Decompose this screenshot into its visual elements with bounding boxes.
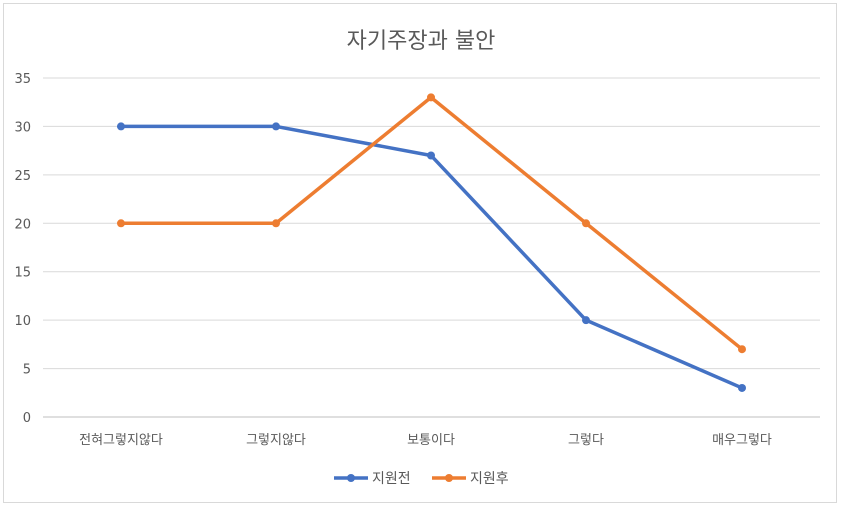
data-point (738, 383, 746, 392)
y-axis-ticks: 0 5 10 15 20 25 30 35 (14, 72, 31, 426)
x-axis-ticks: 전혀그렇지않다 그렇지않다 보통이다 그렇다 매우그렇다 (79, 433, 772, 448)
legend: 지원전 지원후 (334, 471, 509, 487)
data-point (117, 122, 125, 131)
data-point (582, 219, 590, 228)
data-point (272, 219, 280, 228)
data-point (272, 122, 280, 131)
chart-title: 자기주장과 불안 (347, 29, 496, 54)
gridlines (43, 77, 820, 418)
data-point (117, 219, 125, 228)
x-tick-label: 그렇지않다 (246, 433, 306, 448)
y-tick-label: 25 (14, 169, 31, 184)
legend-marker-1 (347, 474, 355, 482)
y-tick-label: 35 (14, 72, 31, 87)
x-tick-label: 매우그렇다 (712, 433, 772, 448)
legend-label-2: 지원후 (470, 471, 509, 487)
y-tick-label: 0 (23, 411, 31, 426)
series-line-1 (119, 124, 744, 390)
y-tick-label: 10 (14, 314, 31, 329)
data-point (427, 93, 435, 102)
legend-label-1: 지원전 (372, 471, 411, 487)
y-tick-label: 5 (23, 363, 31, 378)
x-tick-label: 그렇다 (568, 433, 604, 448)
x-tick-label: 전혀그렇지않다 (79, 433, 163, 448)
legend-marker-2 (445, 474, 453, 482)
y-tick-label: 20 (14, 217, 31, 232)
x-tick-label: 보통이다 (407, 433, 455, 448)
series-lines (117, 93, 746, 392)
y-tick-label: 30 (14, 120, 31, 135)
y-tick-label: 15 (14, 266, 31, 281)
chart-frame (3, 3, 837, 503)
data-point (427, 151, 435, 160)
data-point (738, 345, 746, 354)
data-point (582, 316, 590, 325)
